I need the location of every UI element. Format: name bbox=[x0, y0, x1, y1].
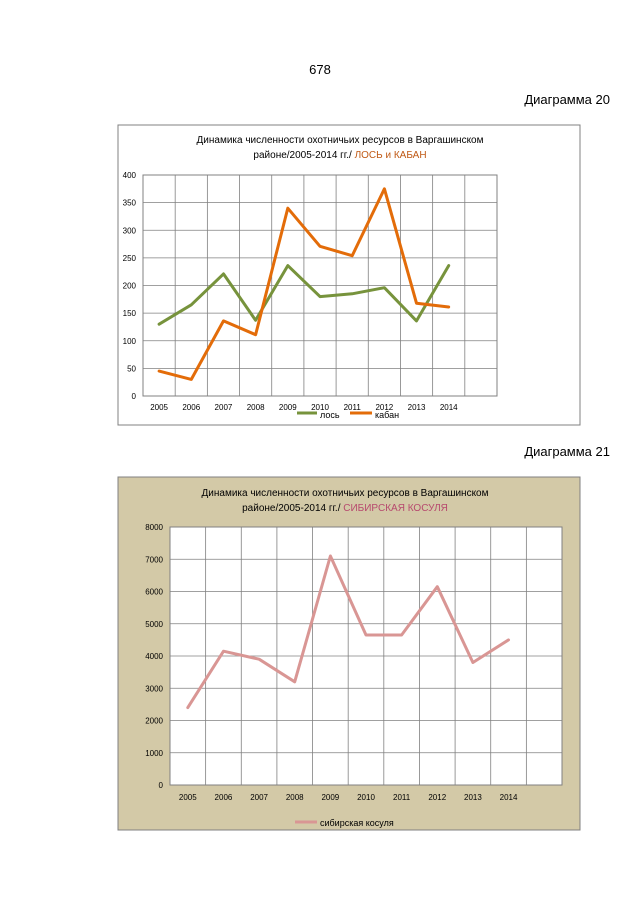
chart-2-xtick-label: 2012 bbox=[428, 793, 446, 802]
chart-1-xtick-label: 2007 bbox=[215, 403, 233, 412]
chart-2-xtick-label: 2006 bbox=[215, 793, 233, 802]
chart-1-xtick-label: 2011 bbox=[344, 403, 362, 412]
chart-1-legend-label-1: лось bbox=[320, 410, 340, 420]
chart-2-xtick-label: 2009 bbox=[321, 793, 339, 802]
chart-2-xtick-label: 2005 bbox=[179, 793, 197, 802]
chart-1-ytick-label: 100 bbox=[123, 337, 137, 346]
diagram-21-caption: Диаграмма 21 bbox=[524, 444, 610, 459]
chart-2-xtick-label: 2011 bbox=[393, 793, 411, 802]
chart-2-ytick-label: 5000 bbox=[145, 620, 163, 629]
chart-1-ytick-label: 300 bbox=[123, 226, 137, 235]
chart-2-xtick-label: 2013 bbox=[464, 793, 482, 802]
chart-2-title-line1: Динамика численности охотничьих ресурсов… bbox=[202, 488, 489, 499]
chart-1-xtick-label: 2008 bbox=[247, 403, 265, 412]
diagram-20-caption: Диаграмма 20 bbox=[524, 92, 610, 107]
chart-1-ytick-label: 150 bbox=[123, 309, 137, 318]
chart-2-ytick-label: 1000 bbox=[145, 749, 163, 758]
chart-2-xtick-label: 2014 bbox=[500, 793, 518, 802]
chart-1-ytick-label: 250 bbox=[123, 254, 137, 263]
chart-1-xtick-label: 2010 bbox=[311, 403, 329, 412]
chart-2-xtick-label: 2010 bbox=[357, 793, 375, 802]
chart-1-ytick-label: 400 bbox=[123, 171, 137, 180]
chart-1-xtick-label: 2006 bbox=[182, 403, 200, 412]
chart-1-legend-label-2: кабан bbox=[375, 410, 399, 420]
chart-2-ytick-label: 7000 bbox=[145, 555, 163, 564]
page-number: 678 bbox=[309, 62, 331, 77]
chart-1-xtick-label: 2005 bbox=[150, 403, 168, 412]
chart-1-xtick-label: 2013 bbox=[408, 403, 426, 412]
chart-2-ytick-label: 3000 bbox=[145, 684, 163, 693]
chart-2-ytick-label: 6000 bbox=[145, 588, 163, 597]
chart-2-xtick-label: 2007 bbox=[250, 793, 268, 802]
chart-1-series-2-line bbox=[157, 187, 451, 381]
chart-1-series-1-line bbox=[157, 264, 451, 326]
chart-2-legend-label-1: сибирская косуля bbox=[320, 818, 394, 828]
chart-2-xtick-label: 2008 bbox=[286, 793, 304, 802]
chart-1-xtick-label: 2009 bbox=[279, 403, 297, 412]
chart-2-ytick-label: 4000 bbox=[145, 652, 163, 661]
chart-1-title-line1: Динамика численности охотничьих ресурсов… bbox=[197, 135, 484, 146]
chart-1-title-line2: районе/2005-2014 гг./ ЛОСЬ и КАБАН bbox=[253, 150, 426, 161]
chart-1-xtick-label: 2012 bbox=[375, 403, 393, 412]
chart-1-xtick-label: 2014 bbox=[440, 403, 458, 412]
chart-2-ytick-label: 0 bbox=[159, 781, 164, 790]
chart-1-ytick-label: 350 bbox=[123, 199, 137, 208]
chart-2-series-1-line bbox=[186, 554, 510, 710]
chart-2-ytick-label: 8000 bbox=[145, 523, 163, 532]
chart-1-ytick-label: 0 bbox=[132, 392, 137, 401]
chart-2-ytick-label: 2000 bbox=[145, 717, 163, 726]
chart-2-title-line2: районе/2005-2014 гг./ СИБИРСКАЯ КОСУЛЯ bbox=[242, 503, 448, 514]
chart-1-ytick-label: 50 bbox=[127, 364, 136, 373]
chart-1-ytick-label: 200 bbox=[123, 282, 137, 291]
